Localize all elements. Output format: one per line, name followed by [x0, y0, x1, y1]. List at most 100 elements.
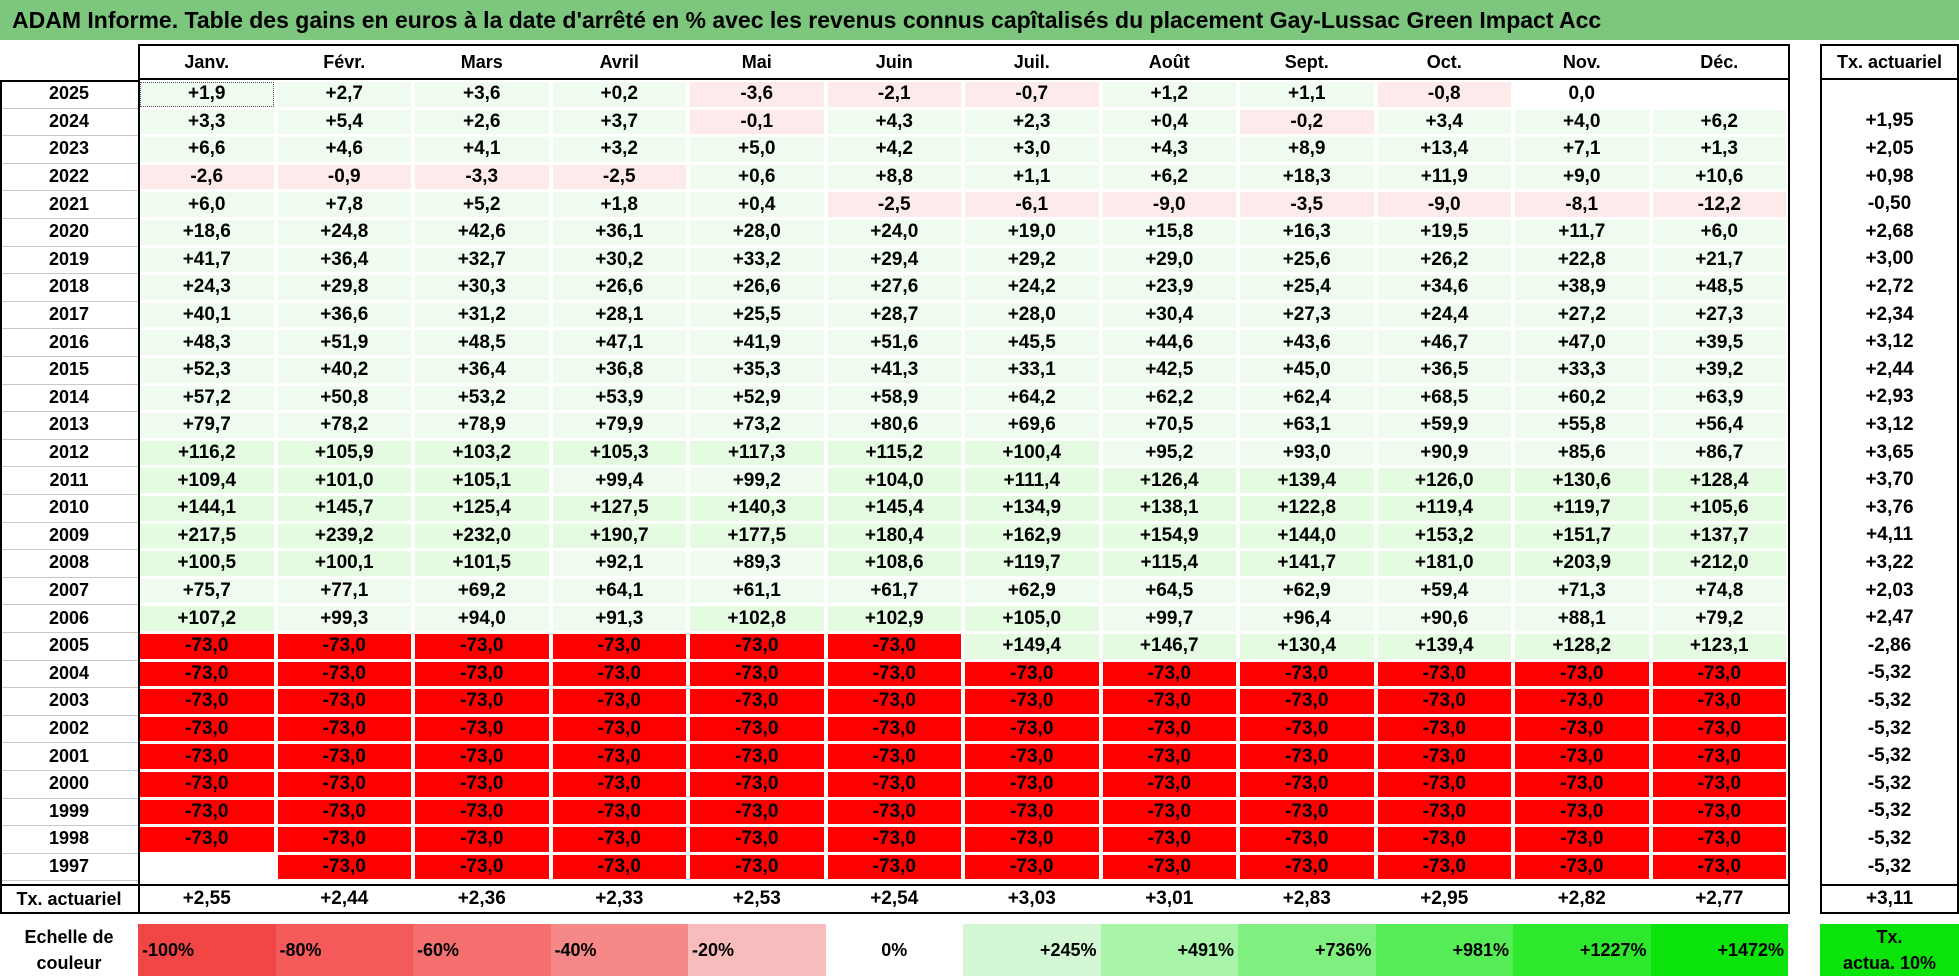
row-divider	[0, 438, 138, 440]
table-cell: +1,1	[965, 164, 1099, 190]
table-cell: -73,0	[1240, 689, 1374, 714]
table-cell: -73,0	[965, 799, 1099, 825]
row-divider	[0, 632, 138, 633]
table-cell: +79,2	[1652, 606, 1786, 631]
table-cell: -73,0	[1652, 772, 1786, 797]
table-cell: +4,3	[827, 109, 961, 135]
table-cell: +3,2	[552, 137, 686, 162]
footer-cell: +3,01	[1145, 888, 1194, 910]
table-cell: +0,4	[1102, 109, 1236, 135]
table-cell: +41,9	[690, 330, 824, 355]
table-cell: -73,0	[415, 827, 549, 852]
table-cell: -73,0	[965, 854, 1099, 880]
table-cell: +40,2	[277, 358, 411, 383]
table-cell: -73,0	[965, 689, 1099, 714]
table-cell: -73,0	[140, 634, 274, 659]
table-cell: +138,1	[1102, 496, 1236, 521]
tx-actuariel-cell: -5,32	[1867, 717, 1912, 739]
table-cell: -8,1	[1515, 192, 1649, 217]
row-divider	[0, 356, 138, 357]
table-cell: +101,5	[415, 551, 549, 576]
table-cell: -73,0	[140, 744, 274, 769]
table-cell: +89,3	[690, 551, 824, 576]
legend-swatch: +491%	[1100, 924, 1238, 976]
footer-cell: +2,82	[1557, 888, 1606, 910]
table-cell: +217,5	[140, 523, 274, 549]
table-cell: +3,6	[415, 82, 549, 107]
table-cell: +2,3	[965, 109, 1099, 135]
month-header: Oct.	[1426, 51, 1462, 72]
table-cell: -73,0	[1240, 854, 1374, 880]
year-label: 2016	[48, 331, 90, 352]
table-cell: +127,5	[552, 496, 686, 521]
year-label: 2006	[48, 607, 90, 628]
table-cell: +126,0	[1377, 468, 1511, 493]
row-divider	[0, 576, 138, 578]
table-cell: +90,9	[1377, 440, 1511, 466]
table-cell: -73,0	[277, 661, 411, 687]
table-cell: +24,3	[140, 275, 274, 300]
row-divider	[0, 659, 138, 661]
table-cell: -73,0	[690, 772, 824, 797]
table-cell: -2,5	[827, 192, 961, 217]
table-cell: -73,0	[415, 661, 549, 687]
year-label: 2003	[48, 690, 90, 711]
year-label: 2022	[48, 166, 90, 187]
table-cell: +30,4	[1102, 302, 1236, 328]
table-cell: +80,6	[827, 413, 961, 438]
table-cell: +22,8	[1515, 247, 1649, 273]
table-cell: -2,1	[827, 82, 961, 107]
table-cell: +91,3	[552, 606, 686, 631]
row-divider	[0, 162, 138, 164]
table-cell: +24,8	[277, 220, 411, 245]
table-cell: +130,6	[1515, 468, 1649, 493]
table-cell: +105,3	[552, 440, 686, 466]
table-cell: -73,0	[965, 744, 1099, 769]
table-cell: +29,8	[277, 275, 411, 300]
table-cell: -73,0	[1102, 716, 1236, 742]
table-cell: -73,0	[1377, 689, 1511, 714]
month-header: Juin	[875, 51, 913, 72]
table-cell: +90,6	[1377, 606, 1511, 631]
table-cell: +30,3	[415, 275, 549, 300]
table-cell: +115,4	[1102, 551, 1236, 576]
table-cell: -73,0	[827, 854, 961, 880]
footer-cell: +3,03	[1007, 888, 1056, 910]
row-divider	[0, 852, 138, 854]
row-divider	[0, 80, 138, 81]
table-cell: +69,6	[965, 413, 1099, 438]
legend-swatch: +1472%	[1650, 924, 1788, 976]
table-cell: +35,3	[690, 358, 824, 383]
table-cell: -73,0	[140, 661, 274, 687]
table-cell: +47,0	[1515, 330, 1649, 355]
tx-actuariel-cell: +2,03	[1865, 579, 1914, 601]
table-cell: +181,0	[1377, 551, 1511, 576]
table-cell: -73,0	[415, 744, 549, 769]
table-cell: +103,2	[415, 440, 549, 466]
year-label: 2025	[48, 83, 90, 104]
table-cell: +4,2	[827, 137, 961, 162]
table-cell: +180,4	[827, 523, 961, 549]
year-label: 2023	[48, 138, 90, 159]
table-cell: +26,6	[690, 275, 824, 300]
table-cell: -73,0	[1515, 716, 1649, 742]
row-divider	[0, 107, 138, 109]
table-cell: -0,1	[690, 109, 824, 135]
table-cell: -73,0	[552, 799, 686, 825]
table-cell: -73,0	[277, 827, 411, 852]
table-cell: -73,0	[1102, 689, 1236, 714]
table-cell: +11,9	[1377, 164, 1511, 190]
table-cell: +28,1	[552, 302, 686, 328]
table-cell: +45,5	[965, 330, 1099, 355]
tx-actuariel-cell: -2,86	[1867, 634, 1912, 656]
table-cell: -73,0	[552, 744, 686, 769]
row-divider	[0, 797, 138, 799]
table-cell: +6,2	[1102, 164, 1236, 190]
table-cell: -9,0	[1102, 192, 1236, 217]
table-cell: -73,0	[827, 744, 961, 769]
table-cell: +38,9	[1515, 275, 1649, 300]
year-label: 2017	[48, 304, 90, 325]
table-cell: +58,9	[827, 385, 961, 411]
year-label: 2004	[48, 662, 90, 683]
tx-actuariel-cell: -5,32	[1867, 662, 1912, 684]
